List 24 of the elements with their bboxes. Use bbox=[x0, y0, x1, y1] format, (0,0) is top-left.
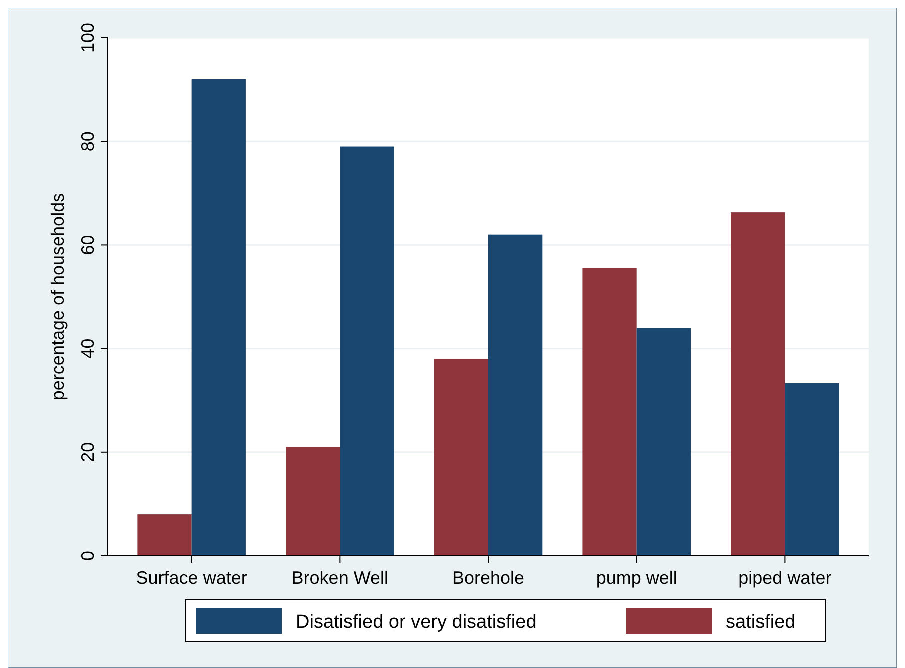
y-tick-label: 0 bbox=[78, 550, 98, 562]
y-axis-title: percentage of households bbox=[48, 193, 68, 401]
bar bbox=[286, 447, 340, 556]
y-tick-label: 80 bbox=[78, 132, 98, 152]
bar bbox=[434, 359, 488, 556]
y-tick-label: 20 bbox=[78, 442, 98, 462]
x-tick-label: pump well bbox=[596, 568, 678, 588]
bar bbox=[636, 328, 691, 556]
bar bbox=[488, 234, 543, 556]
bar bbox=[138, 514, 192, 556]
x-tick-label: Surface water bbox=[136, 568, 248, 588]
y-tick-label: 100 bbox=[78, 22, 98, 54]
y-tick-label: 60 bbox=[78, 235, 98, 256]
x-tick-label: Broken Well bbox=[292, 568, 389, 588]
y-tick-label: 40 bbox=[78, 338, 98, 359]
legend-label: Disatisfied or very disatisfied bbox=[296, 612, 537, 633]
x-tick-label: Borehole bbox=[452, 568, 525, 588]
bar bbox=[785, 384, 840, 556]
bar bbox=[340, 146, 394, 556]
bar bbox=[192, 79, 246, 556]
legend-label: satisfied bbox=[726, 612, 796, 633]
x-tick-label: piped water bbox=[738, 568, 832, 588]
bar bbox=[731, 212, 786, 556]
bar bbox=[582, 268, 637, 556]
